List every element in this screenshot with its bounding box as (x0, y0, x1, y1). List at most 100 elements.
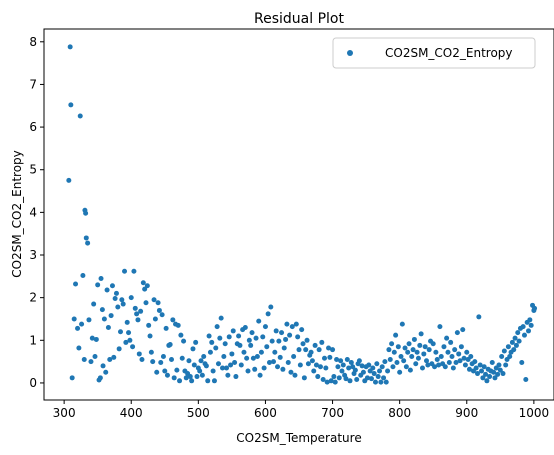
data-point (457, 358, 463, 364)
data-point (462, 362, 468, 368)
data-point (139, 356, 145, 362)
data-point (76, 345, 82, 351)
data-point (330, 347, 336, 353)
x-axis-label: CO2SM_Temperature (236, 431, 361, 445)
data-point (147, 333, 153, 339)
data-point (226, 334, 232, 340)
data-point (299, 327, 305, 333)
data-point (146, 322, 152, 328)
data-point (338, 358, 344, 364)
data-point (107, 356, 113, 362)
data-point (158, 359, 164, 365)
data-point (88, 359, 94, 365)
data-point (151, 297, 157, 303)
data-point (450, 365, 456, 371)
data-point (495, 371, 501, 377)
data-point (366, 362, 372, 368)
data-point (83, 210, 89, 216)
data-point (136, 351, 142, 357)
data-point (395, 344, 401, 350)
data-point (169, 356, 174, 362)
data-point (98, 275, 104, 281)
data-point (532, 305, 538, 311)
data-point (515, 330, 521, 336)
data-point (479, 368, 485, 374)
data-point (327, 354, 333, 360)
data-point (73, 281, 79, 287)
data-point (280, 366, 286, 372)
x-tick-label: 600 (254, 406, 277, 420)
data-point (71, 316, 77, 322)
data-point (186, 358, 192, 364)
data-point (257, 372, 263, 378)
data-point (481, 364, 487, 370)
data-point (279, 330, 285, 336)
x-tick-label: 500 (187, 406, 210, 420)
data-point (438, 354, 444, 359)
data-point (268, 304, 274, 310)
data-point (472, 359, 478, 365)
data-point (281, 345, 287, 351)
data-point (266, 359, 272, 365)
data-point (275, 364, 281, 370)
data-point (520, 324, 526, 330)
data-point (112, 296, 118, 302)
data-point (304, 337, 310, 343)
data-point (491, 369, 497, 375)
data-point (468, 354, 474, 359)
y-tick-label: 3 (29, 248, 37, 262)
data-point (150, 359, 156, 365)
data-point (391, 349, 397, 355)
data-point (348, 359, 354, 365)
data-point (224, 365, 230, 371)
data-points (66, 44, 538, 385)
data-point (413, 361, 419, 367)
data-point (228, 362, 234, 368)
data-point (382, 359, 388, 365)
data-point (179, 355, 185, 361)
x-tick-label: 400 (120, 406, 143, 420)
data-point (386, 347, 392, 353)
data-point (512, 335, 518, 341)
data-point (225, 372, 231, 378)
data-point (210, 368, 216, 374)
data-point (315, 374, 321, 380)
data-point (285, 359, 291, 365)
data-point (206, 333, 212, 339)
data-point (303, 347, 309, 353)
y-tick-label: 2 (29, 291, 37, 305)
data-point (269, 338, 275, 344)
data-point (516, 338, 522, 344)
data-point (142, 286, 148, 292)
data-point (466, 366, 472, 372)
data-point (489, 359, 495, 365)
plot-area-frame (43, 28, 554, 401)
data-point (374, 361, 380, 367)
data-point (207, 349, 213, 355)
data-point (323, 365, 329, 371)
data-point (178, 332, 184, 338)
data-point (449, 354, 455, 359)
data-point (352, 367, 358, 373)
data-point (95, 282, 101, 288)
data-point (126, 330, 132, 336)
data-point (99, 307, 105, 313)
data-point (383, 379, 389, 385)
data-point (101, 316, 107, 322)
data-point (397, 369, 403, 375)
data-point (108, 313, 114, 319)
data-point (283, 336, 289, 342)
data-point (287, 332, 293, 338)
data-point (523, 377, 529, 383)
data-point (297, 362, 303, 368)
data-point (311, 368, 317, 374)
data-point (326, 345, 332, 351)
data-point (111, 354, 117, 360)
data-point (232, 359, 238, 365)
data-point (159, 312, 165, 318)
data-point (253, 335, 259, 341)
data-point (405, 349, 411, 355)
y-tick-label: 1 (29, 333, 37, 347)
data-point (124, 319, 130, 325)
data-point (394, 359, 400, 365)
